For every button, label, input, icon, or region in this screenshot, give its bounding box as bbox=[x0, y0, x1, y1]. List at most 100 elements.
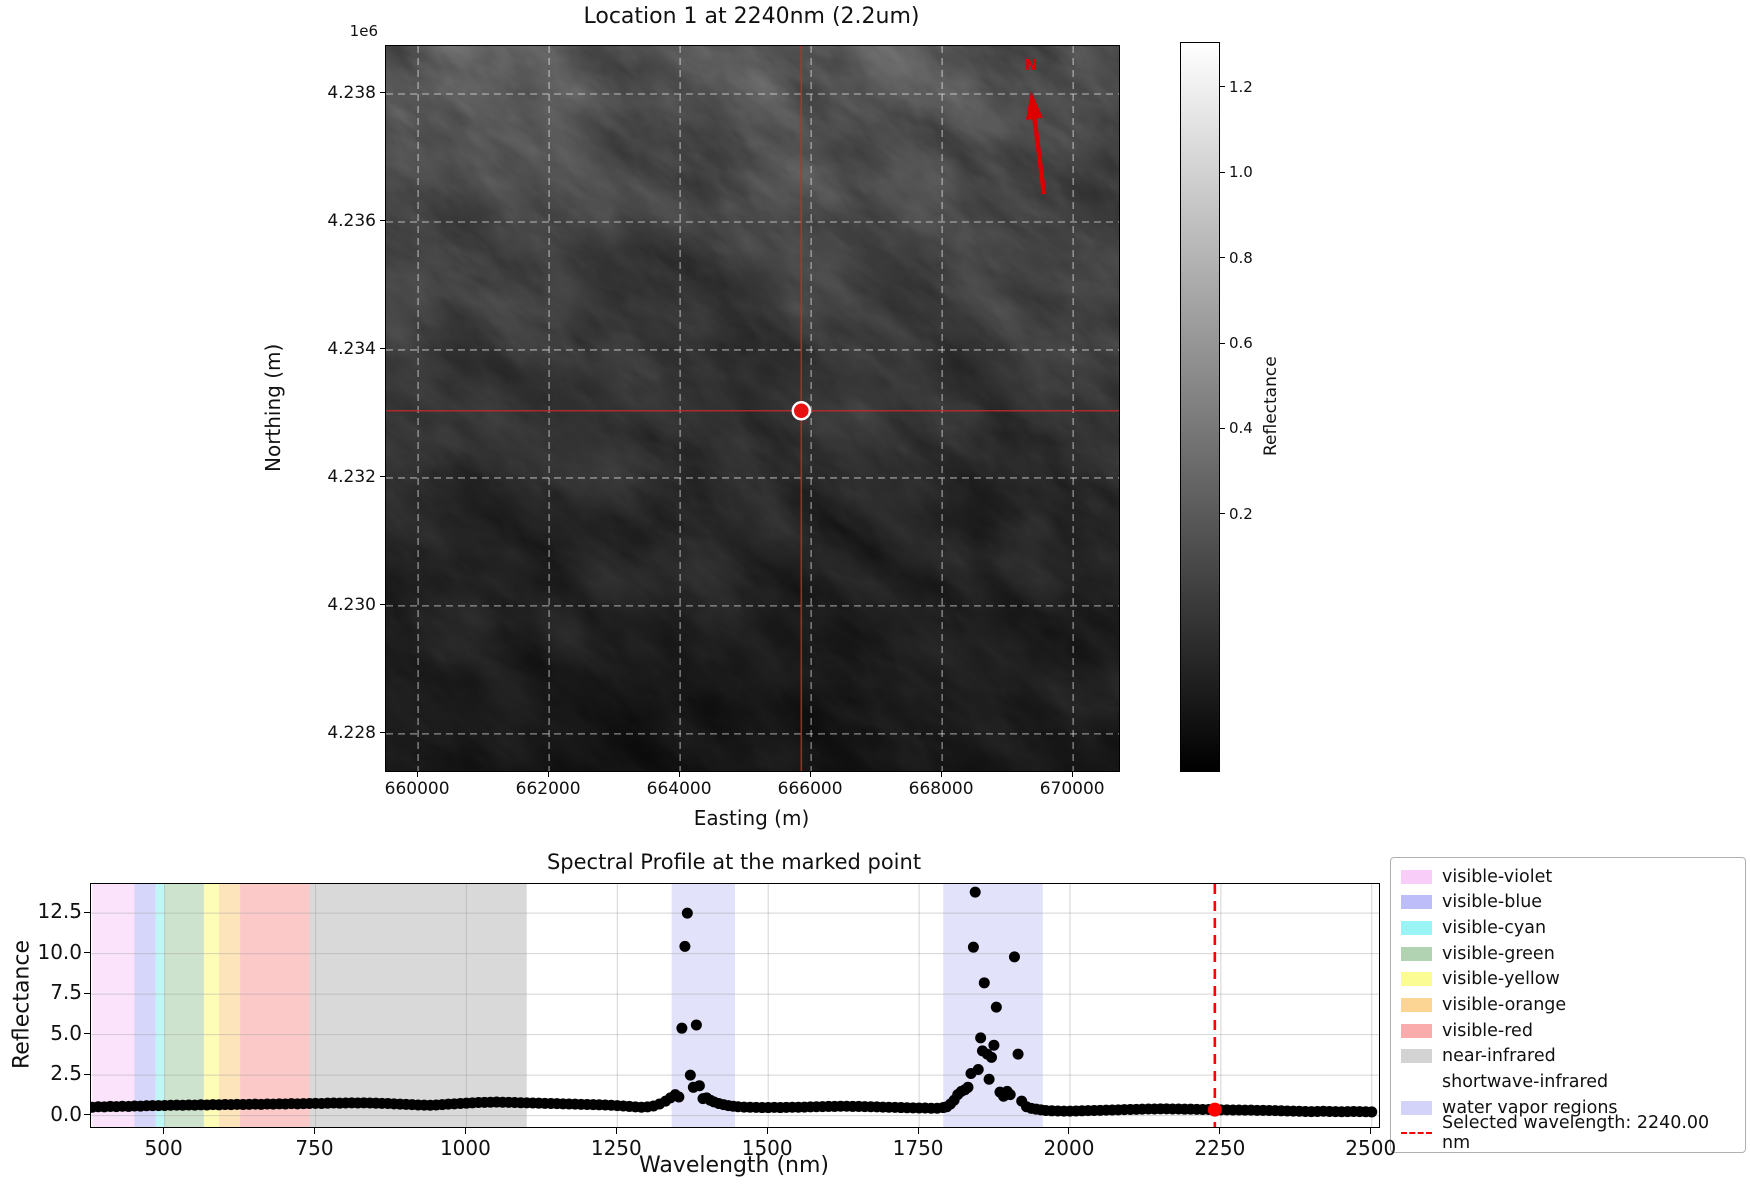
spec-x-tick-label: 1750 bbox=[892, 1136, 944, 1160]
legend-item: shortwave-infrared bbox=[1401, 1070, 1741, 1095]
map-x-tick-mark bbox=[678, 772, 680, 777]
spectrum-point bbox=[676, 1022, 688, 1034]
spectrum-point bbox=[988, 1039, 1000, 1051]
map-xlabel: Easting (m) bbox=[693, 806, 810, 830]
legend-patch-swatch bbox=[1401, 1023, 1432, 1038]
legend-label: visible-yellow bbox=[1442, 969, 1560, 990]
legend-patch-swatch bbox=[1401, 946, 1432, 961]
spec-x-tick-label: 2500 bbox=[1345, 1136, 1397, 1160]
map-x-tick-label: 662000 bbox=[515, 779, 581, 799]
legend-item: visible-blue bbox=[1401, 890, 1741, 915]
map-y-tick-label: 4.228 bbox=[327, 722, 376, 743]
spec-y-tick-label: 7.5 bbox=[50, 980, 82, 1005]
spectrum-point bbox=[969, 886, 981, 898]
y-axis-offset-label: 1e6 bbox=[349, 22, 378, 40]
band-region-visible-violet bbox=[92, 884, 135, 1127]
legend-label: visible-green bbox=[1442, 943, 1555, 964]
spec-y-tick-label: 12.5 bbox=[37, 899, 82, 924]
marked-point[interactable] bbox=[791, 401, 812, 421]
map-overlay bbox=[386, 46, 1119, 771]
spectrum-point bbox=[681, 907, 693, 919]
spec-x-tick-label: 2000 bbox=[1043, 1136, 1095, 1160]
selected-wavelength-point[interactable] bbox=[1207, 1102, 1222, 1117]
band-region-visible-yellow bbox=[203, 884, 219, 1127]
colorbar-tick-mark bbox=[1220, 342, 1225, 344]
spectrum-point bbox=[693, 1080, 705, 1092]
spectrum-point bbox=[1366, 1106, 1378, 1118]
band-region-near-infrared bbox=[309, 884, 527, 1127]
spectral-xlabel: Wavelength (nm) bbox=[638, 1153, 830, 1178]
colorbar-tick-label: 0.4 bbox=[1229, 419, 1253, 438]
legend-item: visible-cyan bbox=[1401, 915, 1741, 940]
legend-patch-swatch bbox=[1401, 1075, 1432, 1089]
spectrum-point bbox=[1012, 1048, 1024, 1060]
legend-patch-swatch bbox=[1401, 972, 1432, 987]
map-y-tick-label: 4.236 bbox=[327, 210, 376, 231]
water-vapor-region bbox=[671, 884, 735, 1127]
map-x-tick-mark bbox=[809, 772, 811, 777]
spectrum-point bbox=[673, 1091, 685, 1103]
spectrum-point bbox=[690, 1019, 702, 1031]
legend-label: Selected wavelength: 2240.00 nm bbox=[1442, 1113, 1710, 1154]
band-region-visible-red bbox=[240, 884, 310, 1127]
spec-x-tick-mark bbox=[766, 1128, 768, 1134]
band-region-visible-green bbox=[164, 884, 204, 1127]
band-region-visible-blue bbox=[134, 884, 156, 1127]
map-y-tick-label: 4.238 bbox=[327, 82, 376, 103]
map-x-tick-mark bbox=[940, 772, 942, 777]
spectrum-point bbox=[684, 1069, 696, 1081]
map-y-tick-mark bbox=[380, 604, 385, 606]
spectrum-point bbox=[962, 1081, 974, 1093]
map-y-tick-mark bbox=[380, 220, 385, 222]
spec-x-tick-label: 1500 bbox=[741, 1136, 793, 1160]
legend-label: visible-blue bbox=[1442, 892, 1543, 913]
spectrum-point bbox=[983, 1073, 995, 1085]
band-region-visible-cyan bbox=[155, 884, 165, 1127]
spectrum-point bbox=[986, 1051, 998, 1063]
spectral-title: Spectral Profile at the marked point bbox=[546, 850, 922, 874]
map-x-tick-label: 660000 bbox=[384, 779, 450, 799]
north-arrow-icon bbox=[1032, 118, 1047, 195]
spec-x-tick-mark bbox=[1219, 1128, 1221, 1134]
map-x-tick-mark bbox=[547, 772, 549, 777]
spectrum-point bbox=[967, 941, 979, 953]
colorbar bbox=[1180, 42, 1220, 772]
spec-x-tick-label: 2250 bbox=[1194, 1136, 1246, 1160]
spectral-plot[interactable] bbox=[90, 883, 1380, 1128]
north-arrow-head-icon bbox=[1026, 91, 1043, 120]
spec-y-tick-mark bbox=[84, 992, 90, 994]
legend-patch-swatch bbox=[1401, 1049, 1432, 1064]
spectrum-point bbox=[679, 940, 691, 952]
map-y-tick-label: 4.230 bbox=[327, 594, 376, 615]
legend-patch-swatch bbox=[1401, 997, 1432, 1012]
colorbar-tick-mark bbox=[1220, 513, 1225, 515]
legend-item: Selected wavelength: 2240.00 nm bbox=[1401, 1113, 1741, 1153]
legend-patch-swatch bbox=[1401, 920, 1432, 935]
legend-item: water vapor regions bbox=[1401, 1095, 1741, 1120]
map-x-tick-label: 664000 bbox=[646, 779, 712, 799]
colorbar-tick-mark bbox=[1220, 427, 1225, 429]
colorbar-tick-label: 0.2 bbox=[1229, 504, 1253, 523]
map-x-tick-mark bbox=[416, 772, 418, 777]
spec-y-tick-label: 10.0 bbox=[37, 939, 82, 964]
colorbar-tick-label: 1.2 bbox=[1229, 77, 1253, 96]
spec-x-tick-mark bbox=[464, 1128, 466, 1134]
spectrum-point bbox=[975, 1032, 987, 1044]
colorbar-label: Reflectance bbox=[1261, 356, 1281, 456]
spectrum-point bbox=[972, 1063, 984, 1075]
spectrum-point bbox=[978, 977, 990, 989]
colorbar-tick-label: 0.6 bbox=[1229, 334, 1253, 353]
spectrum-point bbox=[1008, 951, 1020, 963]
map-image[interactable]: N bbox=[385, 45, 1120, 772]
spec-x-tick-label: 750 bbox=[295, 1136, 334, 1160]
spec-x-tick-mark bbox=[314, 1128, 316, 1134]
map-x-tick-label: 668000 bbox=[908, 779, 974, 799]
spectrum-point bbox=[990, 1001, 1002, 1013]
legend-item: near-infrared bbox=[1401, 1044, 1741, 1069]
spec-y-tick-label: 0.0 bbox=[50, 1101, 82, 1126]
legend-label: shortwave-infrared bbox=[1442, 1072, 1609, 1092]
colorbar-tick-mark bbox=[1220, 171, 1225, 173]
legend-patch-swatch bbox=[1401, 1100, 1432, 1115]
legend-patch-swatch bbox=[1401, 869, 1432, 884]
